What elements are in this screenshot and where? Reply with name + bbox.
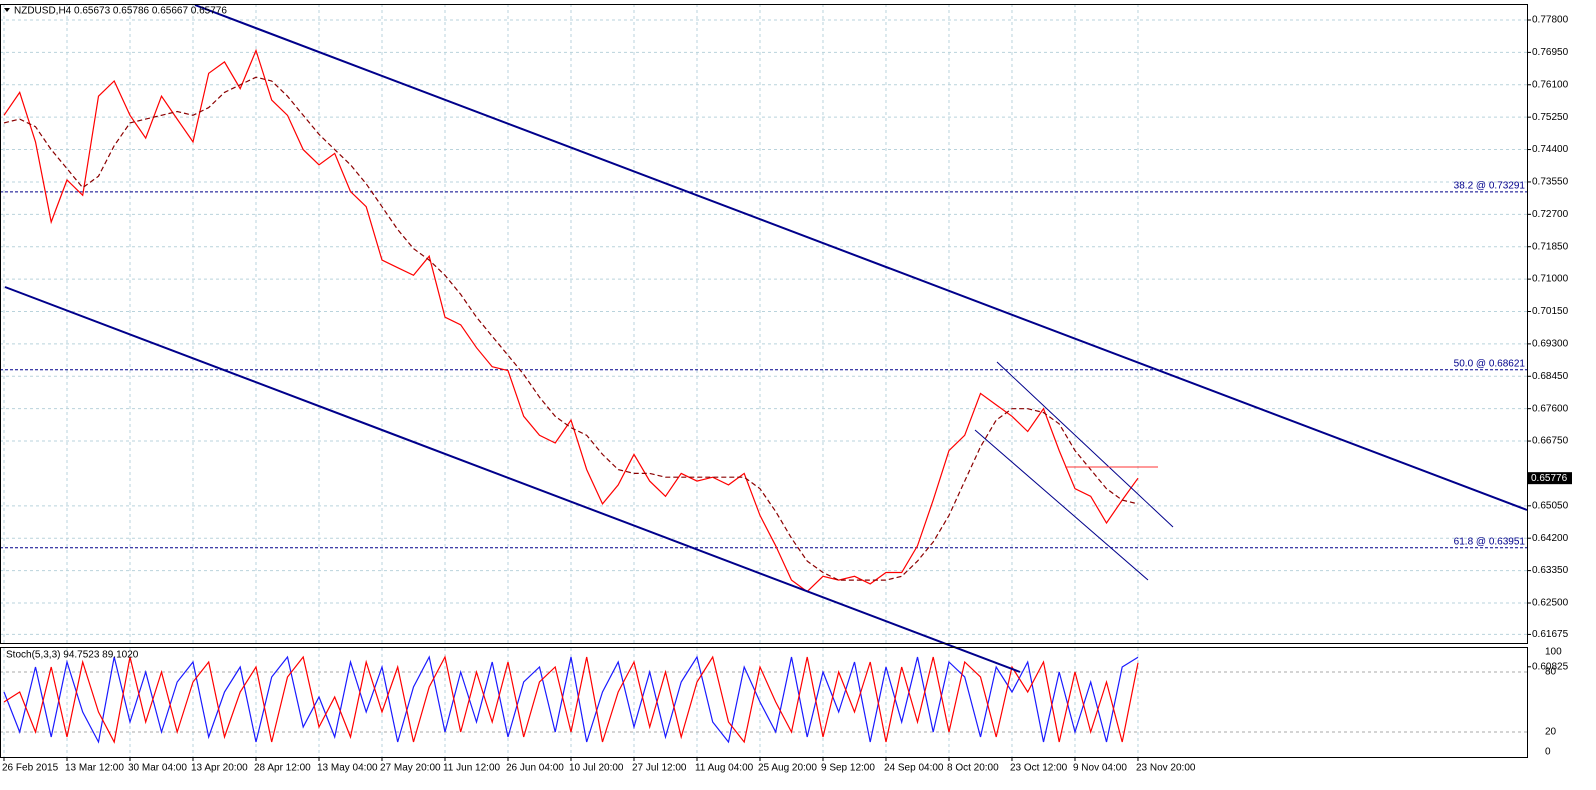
- menu-arrow: [4, 8, 10, 12]
- y-tick-label: 0.68450: [1532, 371, 1569, 382]
- x-tick-label: 25 Aug 20:00: [758, 763, 817, 774]
- y-tick-label: 0.60825: [1532, 661, 1569, 672]
- x-tick-label: 28 Apr 12:00: [254, 763, 311, 774]
- y-tick-label: 0.62500: [1532, 598, 1569, 609]
- y-tick-label: 0.66750: [1532, 436, 1569, 447]
- series-line: [3, 655, 1139, 744]
- fib-label: 38.2 @ 0.73291: [1454, 180, 1526, 191]
- indicator-label: Stoch(5,3,3) 94.7523 89.1020: [6, 650, 139, 661]
- x-tick-label: 11 Jun 12:00: [443, 763, 501, 774]
- x-tick-label: 13 May 04:00: [317, 763, 378, 774]
- x-tick-label: 26 Jun 04:00: [506, 763, 564, 774]
- x-tick-label: 23 Nov 20:00: [1136, 763, 1196, 774]
- x-tick-label: 9 Sep 12:00: [821, 763, 875, 774]
- x-tick-label: 24 Sep 04:00: [884, 763, 944, 774]
- x-tick-label: 10 Jul 20:00: [569, 763, 624, 774]
- trend-line: [194, 4, 1528, 511]
- x-tick-label: 9 Nov 04:00: [1073, 763, 1127, 774]
- y-tick-label: 0.70150: [1532, 306, 1569, 317]
- y2-tick-label: 20: [1545, 727, 1557, 738]
- x-tick-label: 27 May 20:00: [380, 763, 441, 774]
- y-tick-label: 0.63350: [1532, 565, 1569, 576]
- x-tick-label: 27 Jul 12:00: [632, 763, 687, 774]
- y-tick-label: 0.67600: [1532, 403, 1569, 414]
- x-tick-label: 26 Feb 2015: [2, 763, 59, 774]
- chart-title: NZDUSD,H4 0.65673 0.65786 0.65667 0.6577…: [14, 6, 227, 17]
- y2-tick-label: 80: [1545, 667, 1557, 678]
- y-tick-label: 0.61675: [1532, 629, 1569, 640]
- series-line: [3, 655, 1139, 744]
- y-tick-label: 0.69300: [1532, 339, 1569, 350]
- x-tick-label: 13 Apr 20:00: [191, 763, 248, 774]
- x-tick-label: 8 Oct 20:00: [947, 763, 999, 774]
- trend-line: [996, 361, 1174, 528]
- series-line: [3, 76, 1139, 581]
- price-tag: [1528, 472, 1572, 485]
- x-tick-label: 11 Aug 04:00: [695, 763, 754, 774]
- y-tick-label: 0.65050: [1532, 500, 1569, 511]
- y-tick-label: 0.64200: [1532, 533, 1569, 544]
- series-line: [3, 48, 1139, 593]
- fib-label: 50.0 @ 0.68621: [1454, 358, 1526, 369]
- y-tick-label: 0.72700: [1532, 209, 1569, 220]
- x-tick-label: 13 Mar 12:00: [65, 763, 124, 774]
- y-tick-label: 0.75250: [1532, 112, 1569, 123]
- y-tick-label: 0.76950: [1532, 47, 1569, 58]
- x-tick-label: 30 Mar 04:00: [128, 763, 187, 774]
- plot-layer: 38.2 @ 0.73291 50.0 @ 0.68621 61.8 @ 0.639…: [0, 4, 1527, 757]
- y-tick-label: 0.76100: [1532, 79, 1569, 90]
- trend-line: [974, 429, 1149, 581]
- trend-line: [4, 286, 1021, 673]
- main-frame: [0, 4, 1528, 644]
- y2-tick-label: 100: [1545, 647, 1562, 658]
- fib-label: 61.8 @ 0.63951: [1454, 536, 1526, 547]
- stoch-frame: [0, 647, 1528, 758]
- y-tick-label: 0.77800: [1532, 15, 1569, 26]
- y-tick-label: 0.71850: [1532, 241, 1569, 252]
- y2-tick-label: 0: [1545, 747, 1551, 758]
- y-tick-label: 0.74400: [1532, 144, 1569, 155]
- y-tick-label: 0.73550: [1532, 177, 1569, 188]
- y-tick-label: 0.71000: [1532, 274, 1569, 285]
- x-tick-label: 23 Oct 12:00: [1010, 763, 1068, 774]
- price-tag-label: 0.65776: [1531, 473, 1568, 484]
